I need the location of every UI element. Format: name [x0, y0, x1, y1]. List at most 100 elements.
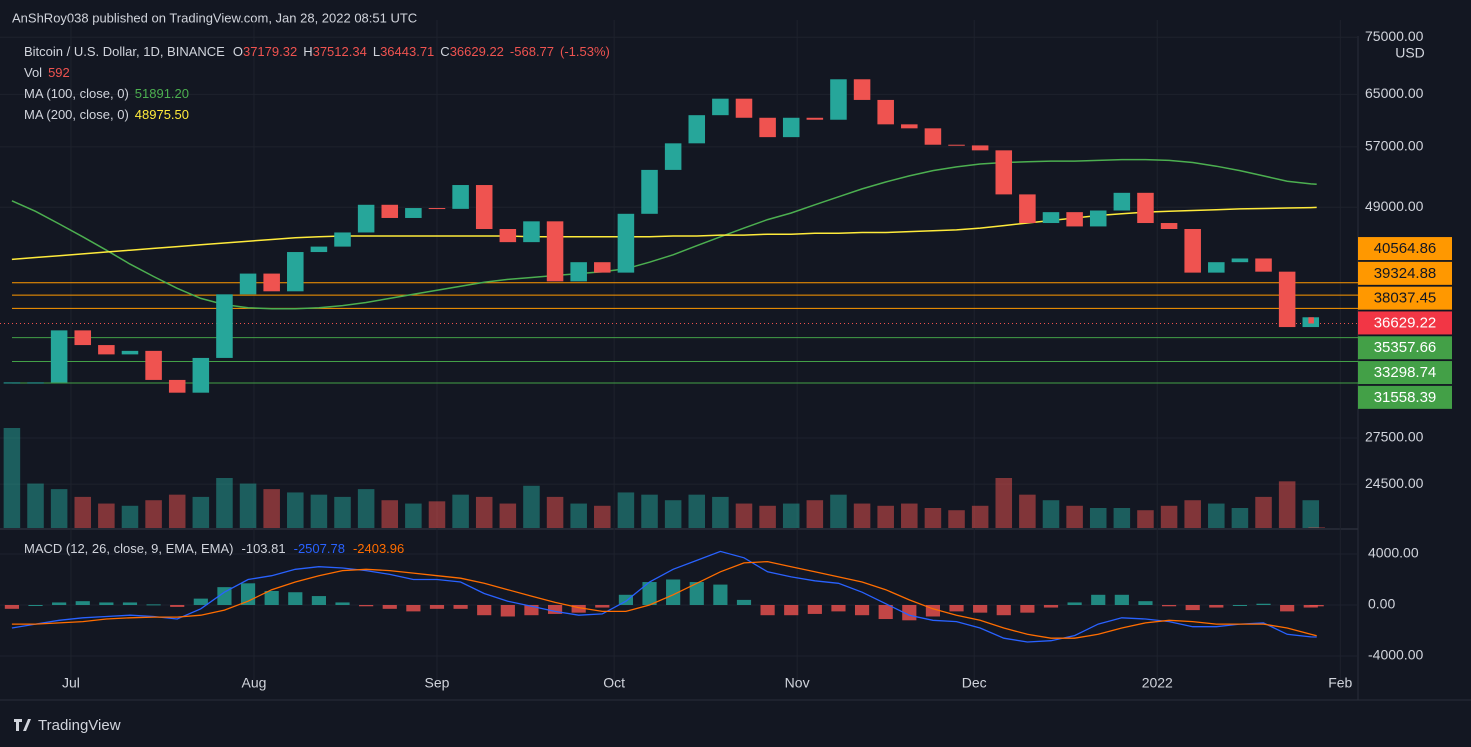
candle-body — [168, 379, 186, 393]
volume-bar — [1255, 496, 1272, 528]
volume-bar — [121, 505, 139, 528]
candle-body — [1278, 271, 1296, 328]
macd-histogram-bar — [547, 605, 563, 614]
macd-histogram-bar — [1256, 603, 1271, 605]
macd-histogram-bar — [453, 605, 468, 609]
logo: TradingView — [38, 717, 121, 734]
volume-bar — [1308, 527, 1325, 528]
volume-bar — [971, 505, 989, 528]
price-label-box — [1358, 261, 1452, 285]
candle-body — [499, 229, 517, 243]
candle-body — [475, 185, 493, 230]
macd-histogram-bar — [831, 605, 846, 612]
macd-histogram-bar — [406, 605, 421, 612]
y-tick-label: 24500.00 — [1365, 475, 1424, 491]
volume-bar — [995, 478, 1013, 528]
y-tick-label: 4000.00 — [1368, 545, 1419, 561]
y-tick-label: 57000.00 — [1365, 138, 1424, 154]
macd-histogram-bar — [477, 605, 492, 616]
volume-bar — [405, 503, 422, 528]
volume-bar — [1278, 481, 1296, 528]
y-tick-label: -4000.00 — [1368, 647, 1423, 663]
candle-body — [782, 117, 800, 138]
macd-histogram-bar — [1309, 605, 1324, 607]
candle-body — [971, 145, 989, 151]
legend-item: Bitcoin / U.S. Dollar, 1D, BINANCE — [24, 44, 225, 59]
volume-bar — [688, 494, 706, 528]
legend-item: -2403.96 — [353, 541, 404, 556]
macd-histogram-bar — [973, 605, 988, 613]
candle-body — [523, 221, 540, 243]
macd-histogram-bar — [949, 605, 964, 612]
volume-bar — [239, 483, 257, 528]
volume-bar — [546, 496, 564, 528]
macd-histogram-bar — [571, 605, 586, 613]
price-label: 39324.88 — [1374, 265, 1437, 282]
macd-histogram-bar — [736, 599, 752, 605]
macd-histogram-bar — [784, 605, 799, 616]
ma-line — [11, 206, 1317, 261]
volume-bar — [1137, 510, 1154, 528]
candle-body — [405, 208, 422, 218]
candle-body — [357, 204, 375, 233]
macd-histogram-bar — [1091, 594, 1106, 605]
candle-body — [452, 185, 469, 209]
publisher: AnShRoy038 published on TradingView.com,… — [12, 10, 417, 25]
volume-bar — [98, 503, 115, 528]
candle-body — [145, 350, 162, 380]
candle-body — [617, 213, 635, 273]
macd-histogram-bar — [217, 587, 232, 605]
macd-histogram-bar — [52, 602, 67, 605]
macd-histogram-bar — [28, 605, 43, 606]
price-label-box — [1358, 385, 1452, 409]
legend-item: MA (200, close, 0) — [24, 107, 129, 122]
legend-item: 51891.20 — [135, 86, 189, 101]
volume-bar — [664, 500, 682, 528]
candle-body — [712, 98, 729, 116]
candle-body — [310, 246, 328, 253]
x-tick-label: Feb — [1328, 675, 1352, 691]
candle-body — [98, 345, 115, 355]
macd-histogram-bar — [925, 605, 941, 617]
price-label-box — [1358, 286, 1452, 310]
volume-bar — [287, 492, 304, 528]
candle-body — [1231, 258, 1249, 263]
candle-body — [546, 221, 564, 282]
candle-body — [381, 204, 399, 218]
legend-item: -2507.78 — [294, 541, 345, 556]
candle-body — [735, 98, 753, 118]
candle-body — [901, 124, 918, 129]
macd-histogram-bar — [264, 590, 279, 605]
y-tick-label: 49000.00 — [1365, 198, 1424, 214]
logo-icon — [14, 719, 31, 731]
volume-bar — [310, 494, 328, 528]
macd-histogram-bar — [75, 601, 90, 605]
volume-bar — [145, 500, 162, 528]
volume-bar — [27, 483, 44, 528]
macd-histogram-bar — [878, 605, 893, 620]
macd-histogram-bar — [1043, 605, 1059, 608]
candle-body — [924, 128, 942, 145]
x-tick-label: Dec — [962, 675, 987, 691]
legend-item: -103.81 — [242, 541, 286, 556]
legend: MA (200, close, 0) 48975.50 — [24, 107, 189, 122]
legend-item: L — [373, 44, 380, 59]
candle-body — [428, 208, 446, 210]
volume-bar — [263, 489, 280, 528]
volume-bar — [782, 503, 800, 528]
price-label: 35357.66 — [1374, 339, 1437, 356]
legend-item: 48975.50 — [135, 107, 189, 122]
volume-bar — [641, 494, 658, 528]
volume-bar — [853, 503, 871, 528]
macd-histogram-bar — [996, 605, 1011, 616]
legend: Bitcoin / U.S. Dollar, 1D, BINANCE O37179… — [24, 44, 610, 59]
macd-histogram-bar — [122, 602, 138, 605]
x-tick-label: Sep — [425, 675, 450, 691]
macd-histogram-bar — [689, 582, 704, 605]
macd-histogram-bar — [429, 605, 445, 609]
price-label-box — [1358, 361, 1452, 385]
candle-body — [287, 252, 304, 292]
x-tick-label: Nov — [785, 675, 810, 691]
candle-body — [1255, 258, 1272, 272]
